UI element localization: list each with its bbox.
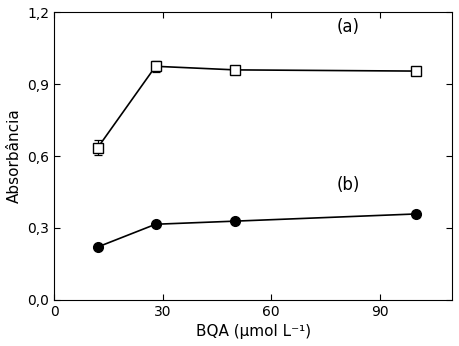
Text: (a): (a) xyxy=(336,18,359,36)
Y-axis label: Absorbância: Absorbância xyxy=(7,109,22,203)
X-axis label: BQA (μmol L⁻¹): BQA (μmol L⁻¹) xyxy=(196,324,311,339)
Text: (b): (b) xyxy=(336,176,360,194)
